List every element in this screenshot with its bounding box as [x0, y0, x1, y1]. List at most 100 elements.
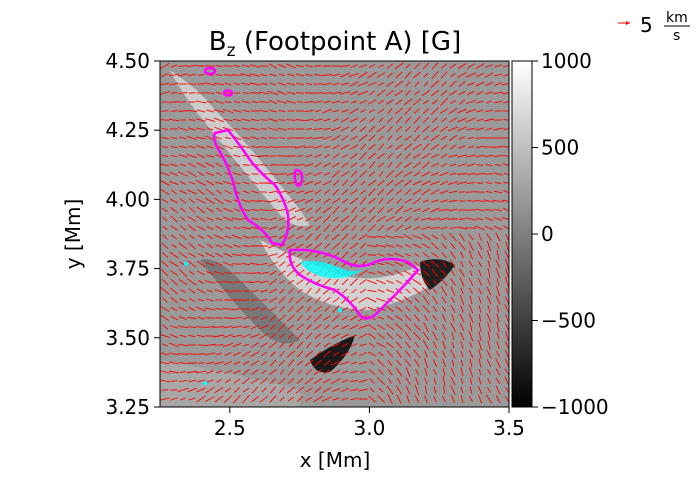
velocity-arrow: [215, 207, 223, 213]
velocity-arrow: [232, 109, 242, 113]
velocity-arrow: [460, 251, 464, 259]
velocity-arrow: [278, 261, 286, 267]
velocity-arrow: [350, 162, 358, 168]
velocity-arrow: [233, 226, 241, 230]
velocity-arrow: [305, 83, 313, 85]
velocity-arrow: [395, 116, 403, 124]
velocity-arrow: [368, 395, 376, 403]
velocity-arrow: [340, 351, 350, 357]
velocity-arrow: [468, 277, 474, 287]
velocity-arrow: [286, 350, 296, 358]
velocity-arrow: [414, 342, 420, 348]
velocity-arrow: [404, 116, 412, 124]
velocity-arrow: [430, 207, 440, 213]
velocity-arrow: [422, 207, 430, 213]
velocity-arrow: [260, 299, 268, 301]
velocity-arrow: [195, 136, 207, 140]
velocity-arrow: [339, 91, 351, 95]
velocity-arrow: [187, 64, 197, 68]
velocity-arrow: [260, 73, 268, 77]
velocity-arrow: [251, 316, 259, 320]
velocity-arrow: [377, 180, 385, 186]
velocity-arrow: [486, 359, 492, 367]
velocity-arrow: [205, 386, 215, 394]
velocity-arrow: [179, 225, 187, 231]
velocity-arrow: [441, 81, 447, 87]
velocity-arrow: [260, 315, 268, 321]
velocity-arrow: [404, 70, 412, 80]
velocity-arrow: [385, 235, 395, 239]
velocity-arrow: [503, 64, 509, 68]
velocity-arrow: [501, 83, 509, 86]
velocity-arrow: [314, 198, 322, 204]
velocity-arrow: [441, 296, 447, 304]
velocity-arrow: [496, 332, 500, 340]
velocity-arrow: [440, 153, 448, 159]
velocity-arrow: [467, 81, 475, 87]
velocity-arrow: [440, 71, 448, 79]
bright-filament-lower: [260, 240, 440, 310]
velocity-arrow: [459, 232, 465, 242]
velocity-arrow: [224, 387, 232, 393]
velocity-arrow: [467, 136, 475, 140]
velocity-arrow: [439, 180, 449, 186]
velocity-arrow: [504, 376, 509, 386]
velocity-arrow: [412, 189, 422, 195]
velocity-arrow: [323, 278, 331, 286]
velocity-arrow: [395, 333, 403, 339]
velocity-arrow: [448, 199, 458, 203]
velocity-arrow: [386, 99, 394, 105]
y-tick-label: 4.00: [105, 187, 150, 211]
velocity-arrow: [196, 118, 206, 122]
velocity-arrow: [323, 342, 331, 348]
velocity-arrow: [395, 189, 403, 195]
velocity-arrow: [304, 163, 314, 167]
velocity-arrow: [460, 395, 464, 403]
velocity-arrow: [367, 289, 377, 293]
velocity-arrow: [187, 216, 197, 222]
velocity-arrow: [493, 225, 503, 231]
velocity-arrow: [170, 380, 178, 382]
velocity-arrow: [161, 155, 169, 157]
velocity-arrow: [460, 341, 464, 349]
velocity-arrow: [394, 323, 404, 331]
velocity-arrow: [315, 225, 321, 231]
velocity-arrow: [432, 306, 438, 312]
velocity-arrow: [277, 251, 287, 259]
velocity-arrow: [268, 253, 278, 257]
velocity-arrow: [205, 154, 215, 158]
velocity-arrow: [412, 161, 422, 169]
velocity-arrow: [161, 260, 169, 268]
velocity-arrow: [351, 225, 357, 231]
velocity-arrow: [368, 144, 376, 150]
velocity-arrow: [476, 72, 484, 78]
velocity-arrow: [368, 161, 376, 169]
velocity-arrow: [349, 197, 359, 205]
velocity-arrow: [458, 99, 466, 105]
velocity-arrow: [170, 225, 178, 231]
velocity-arrow: [349, 388, 359, 392]
velocity-arrow: [196, 288, 206, 294]
velocity-arrow: [162, 297, 168, 303]
velocity-arrow: [450, 251, 456, 259]
velocity-arrow: [341, 397, 349, 401]
velocity-arrow: [495, 395, 501, 403]
velocity-arrow: [260, 377, 268, 385]
velocity-arrow: [474, 225, 486, 231]
velocity-arrow: [277, 90, 287, 96]
velocity-arrow: [224, 360, 232, 366]
velocity-arrow: [448, 117, 458, 123]
velocity-arrow: [269, 217, 277, 221]
velocity-arrow: [178, 269, 188, 277]
velocity-arrow: [369, 90, 375, 96]
velocity-arrow: [432, 295, 438, 305]
velocity-arrow: [459, 268, 465, 278]
velocity-arrow: [440, 199, 448, 203]
velocity-arrow: [376, 298, 386, 302]
colorbar-tick-label: 500: [541, 136, 579, 160]
velocity-arrow: [386, 332, 394, 340]
velocity-arrow: [261, 387, 267, 393]
velocity-arrow: [196, 395, 206, 403]
velocity-arrow: [431, 70, 439, 80]
velocity-arrow: [415, 369, 419, 375]
